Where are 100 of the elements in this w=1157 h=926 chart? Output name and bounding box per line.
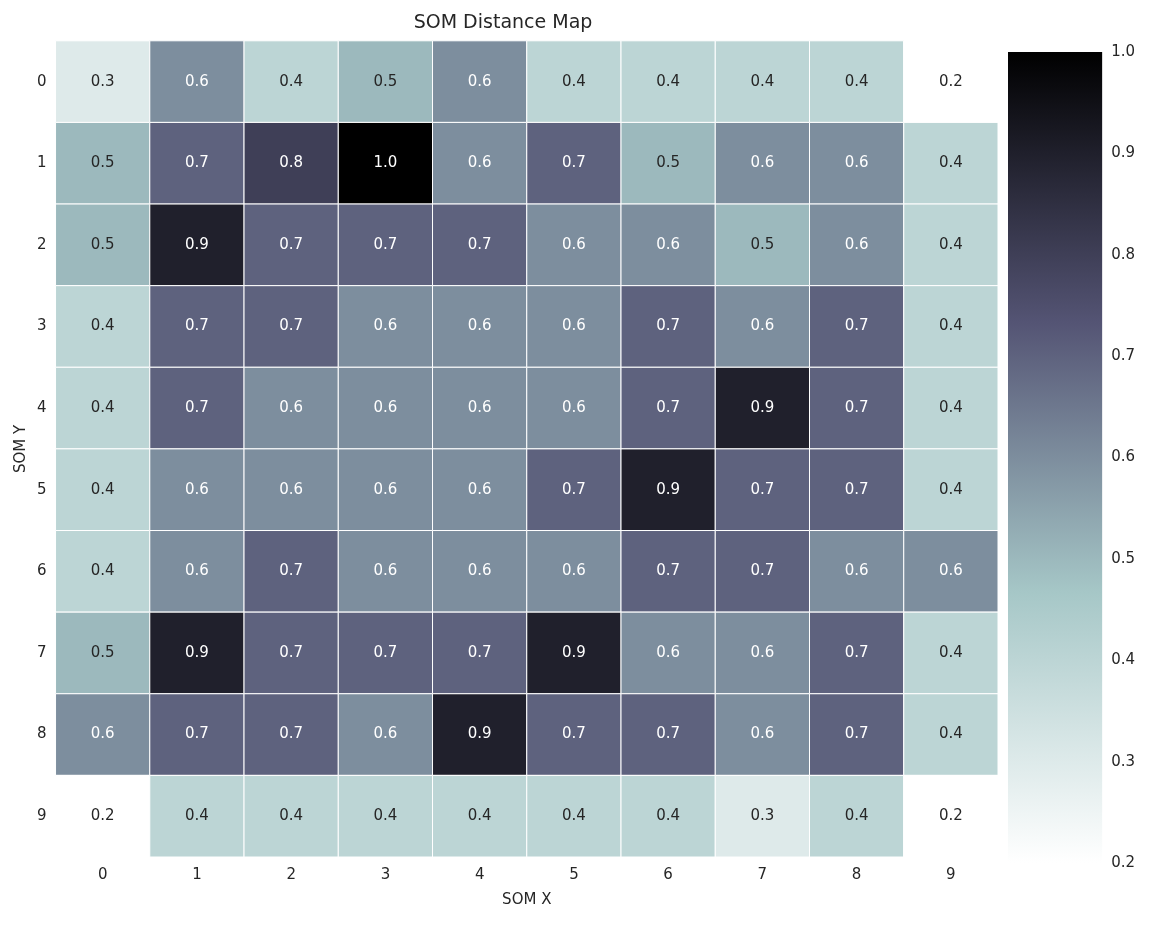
data-label: 0.9 [750,397,775,416]
data-label: 0.7 [279,234,304,253]
data-label: 0.4 [656,71,681,90]
x-tick-label: 2 [286,864,296,883]
data-label: 0.6 [184,561,209,580]
y-tick-label: 2 [37,234,47,253]
data-label: 0.7 [184,153,209,172]
data-label: 0.6 [844,561,869,580]
y-tick-label: 6 [37,561,47,580]
data-label: 0.7 [279,561,304,580]
data-label: 0.5 [90,642,115,661]
data-label: 0.6 [467,71,492,90]
data-label: 0.4 [90,561,115,580]
x-tick-label: 8 [851,864,862,883]
data-label: 0.6 [184,479,209,498]
data-label: 0.6 [750,153,775,172]
data-label: 0.6 [750,316,775,335]
color-bar-label: 0.6 [1111,447,1135,466]
data-label: 0.7 [561,153,586,172]
data-label: 0.6 [750,642,775,661]
x-tick-label: 1 [192,864,202,883]
data-label: 0.6 [561,234,586,253]
x-tick-label: 4 [474,864,485,883]
x-tick-label: 7 [757,864,768,883]
x-tick-label: 0 [97,864,108,883]
data-label: 0.4 [938,642,963,661]
data-label: 0.8 [279,153,304,172]
data-label: 0.7 [844,316,869,335]
data-label: 0.4 [561,806,586,825]
data-label: 0.6 [373,397,398,416]
data-label: 0.9 [467,724,492,743]
data-label: 0.4 [938,724,963,743]
data-label: 0.9 [561,642,586,661]
x-tick-label: 3 [380,864,391,883]
data-label: 0.6 [279,479,304,498]
data-label: 0.4 [373,806,398,825]
data-label: 0.4 [90,397,115,416]
y-tick-label: 9 [37,806,47,825]
x-axis-title: SOM X [502,889,552,908]
data-label: 0.4 [938,397,963,416]
data-label: 0.6 [467,397,492,416]
y-axis-title: SOM Y [10,423,29,473]
data-label: 0.4 [279,806,304,825]
data-label: 0.6 [373,479,398,498]
data-label: 0.7 [373,642,398,661]
data-label: 0.7 [656,561,681,580]
data-label: 0.4 [561,71,586,90]
data-label: 0.7 [467,642,492,661]
data-label: 0.6 [844,153,869,172]
data-label: 0.4 [750,71,775,90]
data-label: 0.6 [279,397,304,416]
data-label: 0.7 [561,724,586,743]
data-label: 0.5 [750,234,775,253]
data-label: 0.6 [467,153,492,172]
data-label: 0.9 [184,234,209,253]
data-label: 0.7 [844,397,869,416]
x-tick-label: 5 [569,864,579,883]
data-label: 0.2 [938,806,963,825]
data-label: 0.6 [373,316,398,335]
data-label: 0.6 [561,316,586,335]
data-label: 0.5 [90,234,115,253]
data-label: 0.7 [844,642,869,661]
y-tick-label: 0 [37,71,47,90]
data-label: 0.7 [750,479,775,498]
data-label: 0.6 [184,71,209,90]
data-label: 0.7 [279,316,304,335]
data-label: 0.6 [373,724,398,743]
color-bar-label: 0.7 [1111,346,1135,365]
data-label: 0.7 [184,397,209,416]
data-label: 0.7 [750,561,775,580]
data-label: 0.4 [844,806,869,825]
color-bar-label: 1.0 [1111,41,1135,60]
data-label: 0.7 [279,642,304,661]
data-label: 0.2 [938,71,963,90]
data-label: 0.6 [373,561,398,580]
data-label: 0.9 [184,642,209,661]
data-label: 0.4 [467,806,492,825]
data-label: 0.3 [90,71,115,90]
x-tick-label: 6 [663,864,673,883]
data-label: 0.3 [750,806,775,825]
chart-title: SOM Distance Map [413,10,593,33]
data-label: 0.4 [279,71,304,90]
data-label: 0.6 [938,561,963,580]
color-bar-label: 0.3 [1111,751,1135,770]
data-label: 0.7 [844,724,869,743]
data-label: 0.4 [844,71,869,90]
color-bar-label: 0.2 [1111,852,1135,871]
data-label: 0.7 [184,724,209,743]
data-label: 0.7 [656,316,681,335]
data-label: 0.9 [656,479,681,498]
color-bar-label: 0.5 [1111,548,1135,567]
data-label: 0.7 [656,397,681,416]
data-label: 0.7 [279,724,304,743]
data-label: 0.7 [184,316,209,335]
y-tick-label: 7 [37,642,47,661]
data-label: 0.4 [90,479,115,498]
data-label: 0.6 [561,397,586,416]
data-label: 0.6 [467,561,492,580]
y-tick-label: 3 [37,316,47,335]
data-label: 0.4 [938,316,963,335]
